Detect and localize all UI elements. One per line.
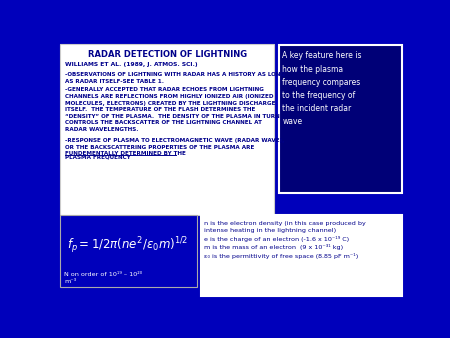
Text: RADAR DETECTION OF LIGHTNING: RADAR DETECTION OF LIGHTNING [88, 50, 248, 59]
FancyBboxPatch shape [60, 45, 274, 215]
Text: -OBSERVATIONS OF LIGHTNING WITH RADAR HAS A HISTORY AS LONG
AS RADAR ITSELF-SEE : -OBSERVATIONS OF LIGHTNING WITH RADAR HA… [65, 72, 285, 84]
Text: PLASMA FREQUENCY: PLASMA FREQUENCY [65, 154, 130, 160]
FancyBboxPatch shape [201, 215, 401, 296]
Text: A key feature here is
how the plasma
frequency compares
to the frequency of
the : A key feature here is how the plasma fre… [282, 51, 362, 126]
Text: WILLIAMS ET AL. (1989, J. ATMOS. SCI.): WILLIAMS ET AL. (1989, J. ATMOS. SCI.) [65, 62, 198, 67]
Text: N on order of 10¹⁹ – 10²⁰
m⁻³: N on order of 10¹⁹ – 10²⁰ m⁻³ [64, 272, 142, 284]
Text: -RESPONSE OF PLASMA TO ELECTROMAGNETIC WAVE (RADAR WAVE),
OR THE BACKSCATTERING : -RESPONSE OF PLASMA TO ELECTROMAGNETIC W… [65, 138, 284, 156]
FancyBboxPatch shape [279, 45, 401, 193]
Text: -GENERALLY ACCEPTED THAT RADAR ECHOES FROM LIGHTNING
CHANNELS ARE REFLECTIONS FR: -GENERALLY ACCEPTED THAT RADAR ECHOES FR… [65, 88, 280, 132]
Text: n is the electron density (in this case produced by
intense heating in the light: n is the electron density (in this case … [204, 221, 366, 259]
FancyBboxPatch shape [60, 215, 198, 287]
Text: $f_p = 1/2\pi(ne^2/\varepsilon_0 m)^{1/2}$: $f_p = 1/2\pi(ne^2/\varepsilon_0 m)^{1/2… [67, 236, 189, 257]
